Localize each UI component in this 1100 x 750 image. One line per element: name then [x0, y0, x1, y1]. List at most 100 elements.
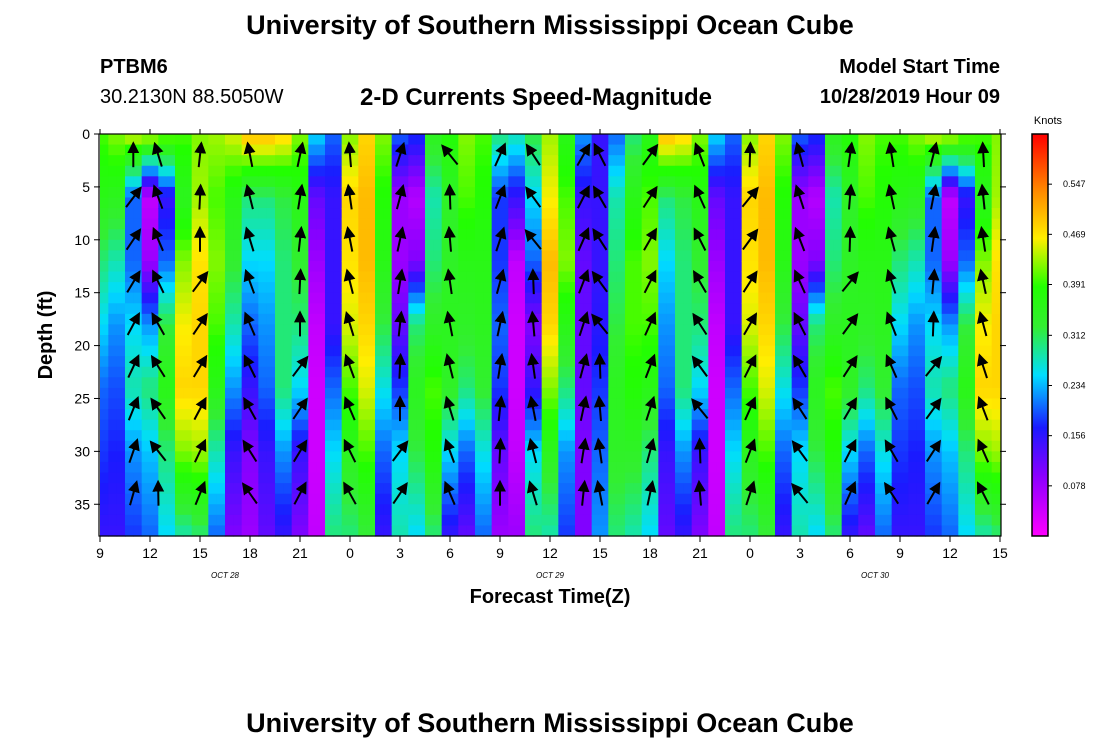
heatmap-cell: [375, 260, 384, 273]
heatmap-cell: [608, 165, 618, 177]
heatmap-cell: [258, 134, 268, 146]
heatmap-cell: [100, 514, 109, 527]
heatmap-cell: [491, 366, 501, 378]
heatmap-cell: [383, 483, 393, 495]
current-vector-arrow: [527, 268, 540, 295]
current-vector-arrow: [577, 185, 590, 209]
heatmap-cell: [191, 218, 201, 230]
heatmap-cell: [608, 440, 618, 452]
heatmap-cell: [575, 387, 584, 400]
heatmap-cell: [233, 271, 243, 283]
heatmap-cell: [216, 282, 226, 294]
x-tick-label: 9: [96, 545, 104, 561]
heatmap-cell: [341, 345, 351, 357]
heatmap-cell: [825, 155, 834, 167]
heatmap-cell: [241, 419, 251, 431]
heatmap-cell: [866, 335, 876, 347]
heatmap-cell: [458, 282, 468, 294]
heatmap-cell: [491, 472, 501, 484]
heatmap-cell: [400, 324, 409, 336]
heatmap-cell: [875, 387, 884, 400]
heatmap-cell: [950, 356, 959, 368]
heatmap-cell: [250, 366, 259, 378]
heatmap-cell: [541, 366, 551, 378]
heatmap-cell: [650, 208, 659, 220]
heatmap-cell: [158, 239, 168, 251]
heatmap-cell: [958, 239, 968, 251]
heatmap-cell: [766, 197, 776, 209]
heatmap-cell: [558, 419, 568, 431]
x-tick-label: 9: [896, 545, 904, 561]
heatmap-cell: [866, 134, 876, 146]
heatmap-cell: [808, 239, 818, 251]
heatmap-cell: [591, 472, 601, 484]
current-vector-arrow: [744, 141, 757, 168]
heatmap-cell: [683, 292, 693, 304]
heatmap-cell: [858, 197, 868, 209]
heatmap-cell: [641, 208, 651, 220]
heatmap-cell: [550, 356, 559, 368]
heatmap-cell: [450, 493, 459, 505]
heatmap-cell: [816, 197, 826, 209]
heatmap-cell: [366, 525, 376, 537]
heatmap-cell: [825, 356, 834, 368]
heatmap-cell: [341, 324, 351, 336]
heatmap-cell: [783, 345, 793, 357]
heatmap-cell: [408, 303, 418, 315]
heatmap-cell: [875, 186, 884, 199]
heatmap-cell: [300, 260, 309, 273]
heatmap-cell: [416, 134, 426, 146]
heatmap-cell: [191, 271, 201, 283]
heatmap-cell: [441, 324, 451, 336]
heatmap-cell: [183, 313, 193, 326]
heatmap-cell: [325, 493, 334, 505]
heatmap-cell: [991, 493, 1001, 505]
heatmap-cell: [850, 461, 859, 474]
heatmap-cell: [716, 208, 726, 220]
heatmap-cell: [641, 229, 651, 241]
heatmap-cell: [341, 134, 351, 146]
heatmap-cell: [750, 472, 759, 484]
heatmap-cell: [700, 514, 709, 527]
current-vector-arrow: [643, 227, 657, 251]
current-vector-arrow: [394, 310, 407, 337]
heatmap-cell: [375, 335, 384, 347]
heatmap-cell: [300, 335, 309, 347]
heatmap-cell: [491, 504, 501, 516]
heatmap-cell: [941, 356, 951, 368]
heatmap-cell: [950, 324, 959, 336]
heatmap-cell: [108, 514, 118, 527]
heatmap-cell: [183, 260, 193, 273]
heatmap-cell: [216, 345, 226, 357]
heatmap-cell: [800, 419, 809, 431]
heatmap-cell: [600, 250, 609, 262]
heatmap-cell: [808, 461, 818, 474]
heatmap-cell: [833, 134, 843, 146]
heatmap-cell: [725, 260, 734, 273]
heatmap-cell: [600, 366, 609, 378]
heatmap-cell: [375, 186, 384, 199]
heatmap-cell: [308, 483, 318, 495]
heatmap-cell: [425, 165, 434, 177]
heatmap-cell: [225, 197, 234, 209]
heatmap-cell: [566, 398, 576, 410]
heatmap-cell: [858, 186, 868, 199]
heatmap-cell: [750, 144, 759, 156]
heatmap-cell: [116, 440, 126, 452]
heatmap-cell: [641, 313, 651, 326]
heatmap-cell: [608, 419, 618, 431]
heatmap-cell: [716, 461, 726, 474]
heatmap-cell: [725, 218, 734, 230]
heatmap-cell: [708, 292, 718, 304]
heatmap-cell: [925, 430, 934, 442]
heatmap-cell: [341, 260, 351, 273]
heatmap-cell: [183, 229, 193, 241]
current-vector-arrow: [593, 185, 607, 209]
heatmap-cell: [333, 451, 343, 463]
heatmap-cell: [950, 398, 959, 410]
heatmap-cell: [891, 292, 901, 304]
heatmap-cell: [300, 239, 309, 251]
current-vector-arrow: [125, 228, 142, 251]
heatmap-cell: [516, 461, 526, 474]
heatmap-cell: [158, 398, 168, 410]
